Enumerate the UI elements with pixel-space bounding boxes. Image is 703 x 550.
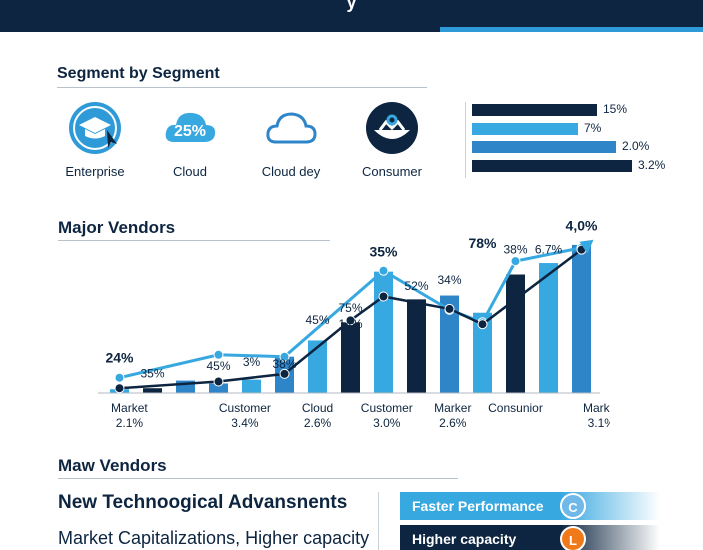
- chart-point: [114, 372, 125, 383]
- chart-data-label: 14%: [338, 317, 362, 331]
- chart-point: [213, 376, 224, 387]
- chart-point: [345, 315, 356, 326]
- chart-category-value: 2.1%: [116, 416, 144, 430]
- chart-bar: [143, 388, 162, 393]
- graduation-cap-icon: [69, 102, 121, 154]
- chart-bar: [308, 340, 327, 393]
- chart-category-value: 3.1%: [588, 416, 610, 430]
- chart-data-label: 75%: [338, 301, 362, 315]
- chart-bar: [341, 322, 360, 393]
- chart-data-label: 34%: [437, 273, 461, 287]
- segments-title: Segment by Segment: [57, 65, 220, 82]
- chart-bar: [374, 271, 393, 393]
- chart-data-label: 4,0%: [566, 218, 598, 234]
- chart-bar: [440, 295, 459, 393]
- chart-arrow-icon: [579, 239, 594, 254]
- chart-category-value: 2.6%: [304, 416, 332, 430]
- segment-cloud-dey[interactable]: Cloud dey: [251, 100, 331, 179]
- chart-bar: [473, 312, 492, 393]
- chart-category-label: Cloud: [302, 401, 333, 415]
- chart-category-label: Customer: [219, 401, 271, 415]
- segment-enterprise-label: Enterprise: [65, 164, 125, 179]
- chart-data-label: 45%: [206, 359, 230, 373]
- chart-data-label: 38%: [272, 357, 296, 371]
- chart-category-label: Marker: [434, 401, 471, 415]
- capability-badge: L: [560, 526, 586, 550]
- chart-data-label: 24%: [105, 349, 134, 365]
- maw-rule: [58, 478, 458, 479]
- segment-cloud[interactable]: 25% Cloud: [150, 100, 230, 179]
- maw-title: Maw Vendors: [58, 456, 167, 475]
- chart-bar: [572, 244, 591, 393]
- chart-point: [510, 256, 521, 267]
- tech-body: Market Capitalizations, Higher capacity: [58, 528, 370, 548]
- crown-icon: [366, 102, 418, 154]
- chart-category-label: Market: [111, 401, 148, 415]
- capability-badge: C: [560, 493, 586, 519]
- chart-category-label: Consunior: [488, 401, 543, 415]
- vendors-rule: [58, 240, 330, 241]
- segment-bar: [472, 122, 578, 135]
- segment-bar-value: 15%: [603, 102, 628, 116]
- chart-point: [279, 368, 290, 379]
- capability-label: Faster Performance: [412, 498, 544, 514]
- tech-divider: [378, 492, 379, 550]
- header-bar: y: [0, 0, 703, 32]
- segment-consumer[interactable]: Consumer: [352, 100, 432, 179]
- chart-data-label: 38%: [503, 242, 527, 256]
- chart-bar: [407, 299, 426, 393]
- chart-data-label: 35%: [369, 243, 398, 259]
- capability-fill: [400, 525, 560, 550]
- chart-point: [114, 383, 125, 394]
- chart-data-label: 3%: [243, 355, 261, 369]
- capability-faster-performance[interactable]: Faster Performance C: [400, 492, 660, 520]
- segment-bar-value: 7%: [584, 120, 602, 135]
- chart-series-line: [119, 246, 582, 380]
- chart-bar: [539, 263, 558, 393]
- chart-point: [279, 351, 290, 362]
- cloud-percent-text: 25%: [174, 123, 206, 140]
- chart-point: [477, 319, 488, 330]
- chart-category-label: Customer: [361, 401, 413, 415]
- segment-bar: [472, 159, 632, 172]
- chart-bar: [209, 383, 228, 393]
- chart-data-label: 6.7%: [535, 242, 563, 256]
- chart-series-line: [119, 248, 583, 390]
- chart-data-label: 52%: [404, 279, 428, 293]
- chart-category-value: 2.6%: [439, 416, 467, 430]
- segment-enterprise[interactable]: Enterprise: [55, 100, 135, 179]
- capability-higher-capacity[interactable]: Higher capacity L: [400, 525, 660, 550]
- chart-data-label: 78%: [468, 235, 497, 251]
- chart-point: [378, 265, 389, 276]
- chart-point: [444, 303, 455, 314]
- segment-bar: [472, 104, 597, 116]
- capability-fill: [400, 492, 560, 520]
- segment-bar-value: 3.2%: [638, 157, 666, 172]
- chart-category-label: Market: [583, 401, 610, 415]
- cloud-percent-icon: 25%: [165, 112, 216, 142]
- chart-bar: [242, 379, 261, 393]
- segment-bar-value: 2.0%: [622, 139, 650, 153]
- chart-point: [378, 291, 389, 302]
- segment-cloud-dey-label: Cloud dey: [261, 164, 321, 179]
- chart-data-label: 35%: [140, 367, 164, 381]
- chart-data-label: 45%: [305, 313, 329, 327]
- chart-category-value: 3.0%: [373, 416, 401, 430]
- capability-label: Higher capacity: [412, 531, 517, 547]
- segments-rule: [57, 87, 427, 88]
- segment-bar: [472, 141, 616, 153]
- segment-cloud-label: Cloud: [173, 164, 207, 179]
- header-accent-stripe: [440, 27, 703, 32]
- chart-bar: [506, 274, 525, 393]
- chart-point: [213, 349, 224, 360]
- cloud-outline-icon: [266, 112, 317, 144]
- header-title: y: [346, 0, 357, 12]
- vendors-title: Major Vendors: [58, 218, 176, 237]
- chart-category-value: 3.4%: [231, 416, 259, 430]
- segments-divider: [465, 102, 466, 178]
- tech-title: New Technoogical Advansnents: [58, 492, 348, 513]
- segment-consumer-label: Consumer: [362, 164, 422, 179]
- vendors-chart: 24% 35% 45% 3% 38% 45% 14% 75% 35% 52% 34% 78% 38% 6.…: [98, 218, 610, 430]
